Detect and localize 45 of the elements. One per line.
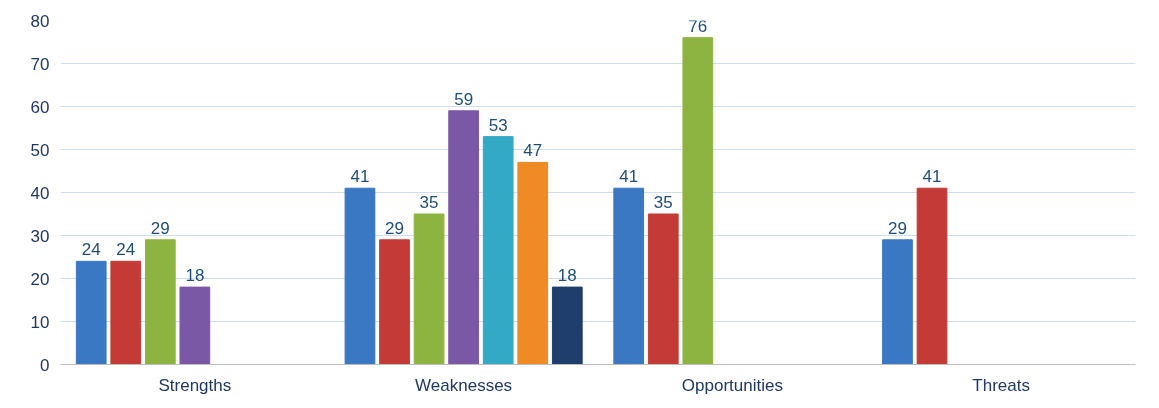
bar (482, 136, 514, 365)
bar (517, 161, 549, 365)
y-tick-label: 10 (30, 312, 50, 332)
data-label: 18 (557, 266, 577, 286)
bar (882, 239, 913, 365)
bar (344, 187, 376, 365)
x-tick-label: Opportunities (681, 375, 783, 395)
y-tick-label: 60 (30, 97, 50, 117)
x-tick-label: Strengths (158, 375, 232, 395)
bar (413, 213, 445, 365)
bar (551, 286, 583, 365)
data-label: 29 (385, 218, 404, 238)
y-tick-label: 0 (40, 355, 50, 375)
x-tick-label: Weaknesses (415, 375, 513, 395)
data-label: 29 (150, 218, 170, 238)
bar (75, 260, 107, 365)
data-label: 76 (688, 16, 708, 36)
y-tick-label: 30 (30, 226, 50, 246)
bar (647, 213, 679, 365)
bar (613, 187, 645, 365)
bar (916, 187, 948, 365)
y-tick-label: 40 (30, 183, 50, 203)
y-tick-label: 20 (30, 269, 50, 289)
y-tick-label: 80 (30, 11, 50, 31)
x-tick-label: Threats (972, 375, 1030, 395)
data-label: 41 (922, 167, 942, 187)
data-label: 35 (419, 193, 439, 212)
bar (448, 110, 479, 365)
data-label: 29 (888, 218, 907, 238)
data-label: 24 (116, 240, 136, 260)
y-tick-label: 50 (30, 140, 50, 160)
data-label: 41 (619, 167, 639, 187)
bar (144, 239, 176, 365)
bar (682, 37, 714, 365)
bar (179, 286, 211, 365)
data-label: 24 (81, 240, 101, 260)
data-label: 18 (185, 266, 205, 286)
data-label: 59 (454, 89, 474, 109)
y-tick-label: 70 (30, 54, 50, 74)
bar (110, 260, 142, 365)
bar (379, 239, 410, 365)
data-label: 35 (653, 193, 673, 212)
data-label: 53 (488, 115, 508, 135)
data-label: 41 (350, 167, 370, 187)
data-label: 47 (523, 141, 543, 161)
